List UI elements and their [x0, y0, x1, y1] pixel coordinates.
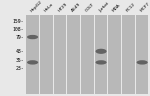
Text: A549: A549 [71, 2, 82, 13]
Text: HeLa: HeLa [44, 2, 54, 13]
Bar [26, 15, 39, 94]
Ellipse shape [27, 35, 38, 39]
Text: 79-: 79- [15, 35, 24, 40]
Text: COLT: COLT [85, 2, 95, 13]
Ellipse shape [96, 49, 107, 54]
Bar [81, 15, 94, 94]
Text: 159-: 159- [12, 19, 24, 24]
Ellipse shape [27, 60, 38, 65]
Text: HT29: HT29 [57, 2, 68, 13]
Text: 35-: 35- [15, 58, 24, 62]
Bar [54, 15, 66, 94]
Bar [40, 15, 53, 94]
Text: 108-: 108- [12, 27, 24, 32]
Text: HepG2: HepG2 [30, 0, 43, 13]
Text: Jurkat: Jurkat [98, 1, 110, 13]
Bar [108, 15, 121, 94]
Ellipse shape [96, 60, 107, 65]
Bar [122, 15, 135, 94]
Text: MDA: MDA [112, 3, 122, 13]
Text: PC12: PC12 [126, 2, 136, 13]
Text: 48-: 48- [15, 49, 24, 54]
Ellipse shape [137, 60, 148, 65]
Bar [95, 15, 107, 94]
Bar [67, 15, 80, 94]
Bar [136, 15, 148, 94]
Text: 23-: 23- [15, 66, 24, 71]
Text: MCF7: MCF7 [139, 2, 150, 13]
